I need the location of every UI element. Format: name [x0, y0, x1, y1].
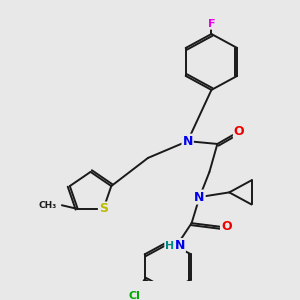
Text: O: O — [234, 125, 244, 138]
Text: S: S — [99, 202, 108, 215]
Text: N: N — [175, 239, 185, 252]
Text: Cl: Cl — [129, 291, 141, 300]
Text: N: N — [194, 190, 205, 204]
Text: F: F — [208, 19, 215, 29]
Text: O: O — [221, 220, 232, 233]
Text: N: N — [182, 135, 193, 148]
Text: CH₃: CH₃ — [39, 201, 57, 210]
Text: H: H — [165, 241, 174, 250]
